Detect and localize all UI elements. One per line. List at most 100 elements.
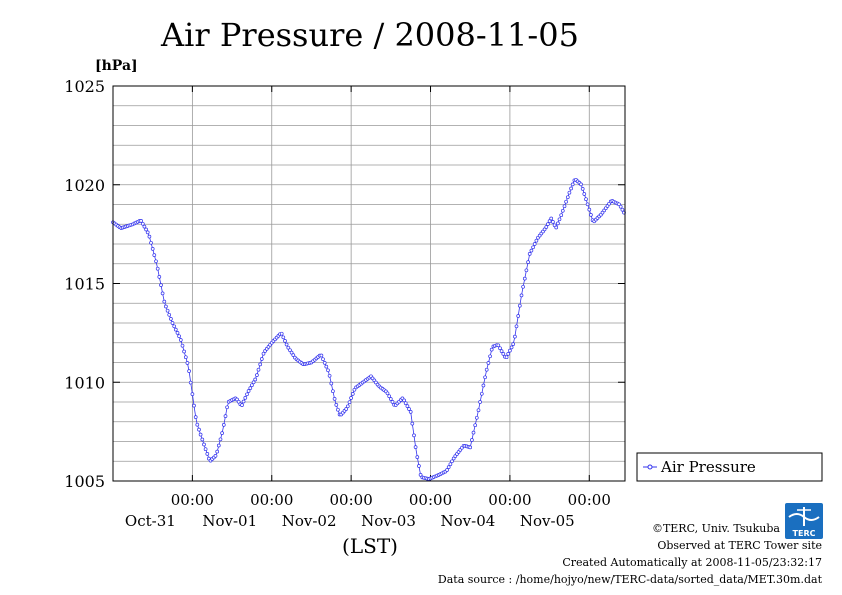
data-point — [159, 283, 163, 287]
data-point — [617, 202, 621, 207]
data-point — [410, 421, 415, 426]
data-point — [352, 387, 357, 392]
data-point — [579, 182, 583, 187]
y-tick-label: 1005 — [64, 472, 105, 491]
data-point — [253, 377, 258, 382]
data-point — [256, 367, 261, 372]
data-point — [405, 404, 410, 408]
data-point — [387, 394, 392, 399]
legend-box — [636, 452, 823, 482]
data-point — [569, 186, 573, 191]
data-point — [284, 342, 289, 347]
observed-text: Observed at TERC Tower site — [657, 539, 822, 552]
data-point — [198, 432, 203, 437]
x-tick-date-label: Nov-04 — [441, 512, 496, 530]
data-point — [175, 331, 180, 335]
data-point — [190, 392, 195, 396]
data-point — [240, 403, 244, 407]
data-point — [169, 317, 173, 321]
x-tick-time-label: 00:00 — [330, 491, 373, 509]
data-point — [542, 227, 547, 232]
data-point — [534, 238, 539, 243]
data-point — [170, 321, 175, 325]
data-point — [584, 197, 588, 202]
data-point — [349, 396, 353, 400]
data-point — [486, 361, 491, 365]
data-point — [565, 195, 570, 200]
data-point — [344, 407, 349, 411]
y-tick-label: 1020 — [64, 176, 105, 195]
data-point — [446, 465, 451, 469]
data-point — [195, 422, 200, 427]
data-point — [334, 403, 339, 407]
data-point — [560, 208, 565, 213]
data-point — [178, 338, 183, 342]
data-point — [225, 405, 229, 410]
data-point — [448, 462, 453, 467]
data-point — [319, 353, 324, 358]
data-point — [570, 182, 575, 187]
legend-point-marker — [647, 464, 653, 470]
data-point — [144, 227, 148, 232]
data-point — [407, 407, 411, 411]
data-point — [501, 352, 506, 356]
x-tick-time-label: 00:00 — [409, 491, 452, 509]
x-tick-date-label: Nov-05 — [520, 512, 575, 530]
data-point — [618, 204, 623, 209]
data-point — [517, 303, 522, 308]
data-point — [248, 386, 253, 390]
data-point — [180, 343, 185, 348]
data-point — [488, 354, 492, 359]
data-point — [413, 445, 418, 449]
data-point — [291, 353, 296, 357]
data-point — [149, 240, 153, 245]
data-point — [200, 437, 205, 442]
data-point — [172, 324, 177, 329]
data-point — [213, 454, 218, 458]
data-point — [532, 242, 537, 246]
copyright-text: ©TERC, Univ. Tsukuba — [652, 522, 780, 535]
data-point — [559, 213, 564, 218]
data-point — [450, 459, 454, 464]
data-point — [241, 399, 246, 404]
data-point — [468, 445, 473, 450]
data-point — [385, 391, 390, 396]
data-point — [549, 216, 554, 221]
data-point — [286, 345, 291, 350]
data-point — [322, 361, 327, 365]
data-point — [511, 342, 516, 346]
data-point — [508, 348, 512, 353]
data-point — [324, 364, 329, 369]
data-point — [218, 437, 223, 442]
y-unit-label: [hPa] — [95, 58, 138, 74]
y-tick-labels: 1005 1010 1015 1020 1025 — [64, 77, 105, 491]
data-source-text: Data source : /home/hojyo/new/TERC-data/… — [438, 573, 823, 586]
data-point — [258, 362, 263, 367]
data-point — [192, 403, 196, 408]
data-point — [470, 438, 474, 442]
x-tick-labels: 00:00 Oct-31 00:00 Nov-01 00:00 Nov-02 00:00 No… — [125, 491, 611, 530]
data-point — [197, 427, 201, 432]
data-point — [150, 247, 155, 251]
data-point — [215, 449, 220, 454]
data-point — [202, 442, 206, 447]
data-point — [567, 190, 572, 195]
data-point — [589, 213, 593, 217]
data-point — [331, 389, 335, 394]
data-point — [388, 397, 393, 401]
x-tick-time-label: 00:00 — [250, 491, 293, 509]
x-tick-date-label: Oct-31 — [125, 512, 176, 530]
data-point — [279, 331, 284, 336]
data-point — [509, 345, 514, 350]
x-axis-label: (LST) — [342, 534, 398, 558]
data-point — [514, 324, 519, 329]
data-point — [479, 391, 484, 396]
x-tick-time-label: 00:00 — [171, 491, 214, 509]
data-point — [415, 455, 420, 459]
data-point — [587, 207, 592, 212]
data-point — [522, 276, 527, 281]
data-point — [564, 199, 568, 204]
data-point — [562, 204, 567, 209]
data-point — [147, 234, 152, 239]
data-point — [585, 202, 590, 207]
